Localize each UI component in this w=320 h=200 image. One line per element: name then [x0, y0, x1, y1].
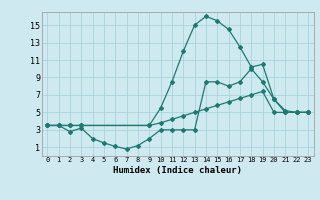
X-axis label: Humidex (Indice chaleur): Humidex (Indice chaleur) [113, 166, 242, 175]
